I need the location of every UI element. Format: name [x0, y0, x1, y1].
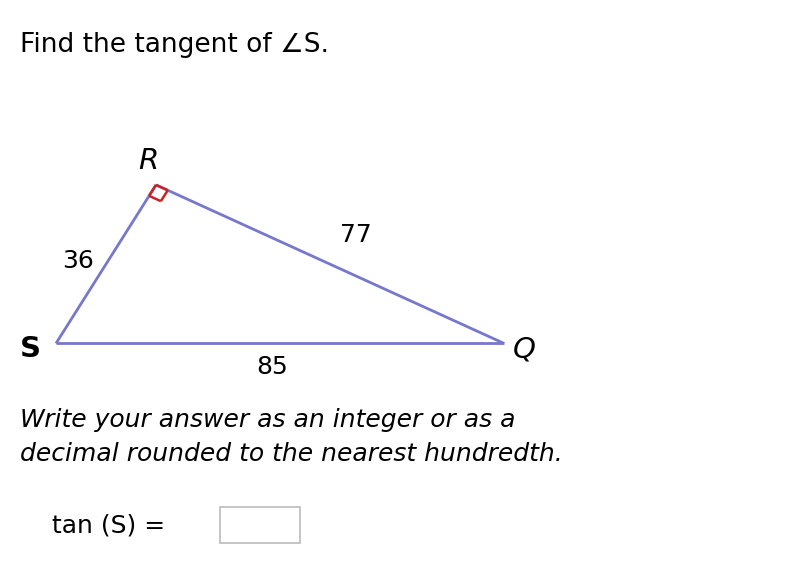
- Text: 77: 77: [340, 223, 372, 247]
- Text: Write your answer as an integer or as a
decimal rounded to the nearest hundredth: Write your answer as an integer or as a …: [20, 408, 562, 467]
- Text: Find the tangent of ∠S.: Find the tangent of ∠S.: [20, 32, 329, 58]
- Text: tan (S) =: tan (S) =: [52, 514, 165, 537]
- FancyBboxPatch shape: [220, 507, 300, 543]
- Text: R: R: [138, 147, 159, 176]
- Text: Q: Q: [513, 335, 535, 363]
- Text: 36: 36: [62, 249, 94, 273]
- Text: 85: 85: [256, 355, 288, 379]
- Text: S: S: [20, 335, 41, 363]
